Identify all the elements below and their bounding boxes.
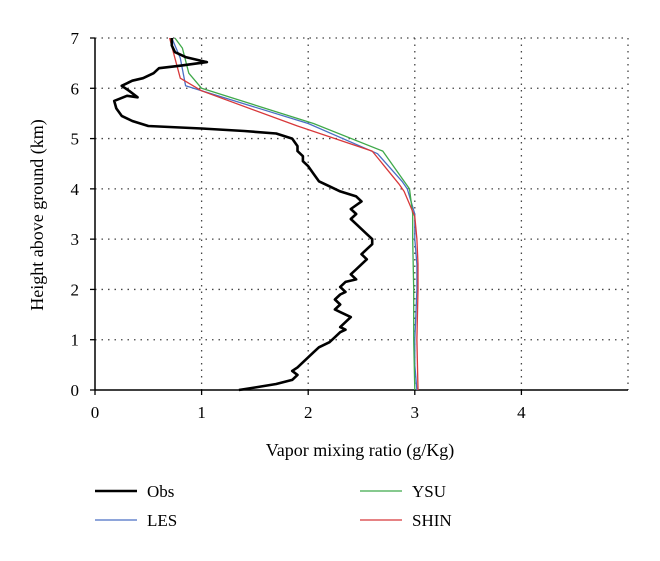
series-line-obs [112, 38, 374, 392]
series-line-shin [168, 37, 419, 391]
y-tick-label: 4 [71, 180, 80, 199]
legend-label-shin: SHIN [412, 511, 452, 530]
legend: Obs LES YSU SHIN [95, 482, 452, 530]
y-tick-label: 5 [71, 130, 80, 149]
series [112, 37, 419, 392]
legend-label-les: LES [147, 511, 177, 530]
y-tick-label: 7 [71, 29, 80, 48]
legend-label-ysu: YSU [412, 482, 446, 501]
x-tick-label: 2 [304, 403, 313, 422]
y-axis-title: Height above ground (km) [27, 119, 48, 310]
x-tick-label: 0 [91, 403, 100, 422]
x-tick-label: 3 [411, 403, 420, 422]
y-tick-label: 6 [71, 79, 80, 98]
y-tick-label: 0 [71, 381, 80, 400]
x-tick-label: 1 [197, 403, 206, 422]
y-tick-label: 3 [71, 230, 80, 249]
x-axis-title: Vapor mixing ratio (g/Kg) [266, 440, 454, 461]
tick-labels: 0 1 2 3 4 0 1 2 3 4 5 6 7 [71, 29, 527, 422]
legend-label-obs: Obs [147, 482, 174, 501]
y-tick-label: 1 [71, 331, 80, 350]
x-tick-label: 4 [517, 403, 526, 422]
series-line-ysu [174, 37, 416, 391]
y-tick-label: 2 [71, 280, 80, 299]
grid [95, 37, 629, 390]
axes [94, 38, 628, 391]
